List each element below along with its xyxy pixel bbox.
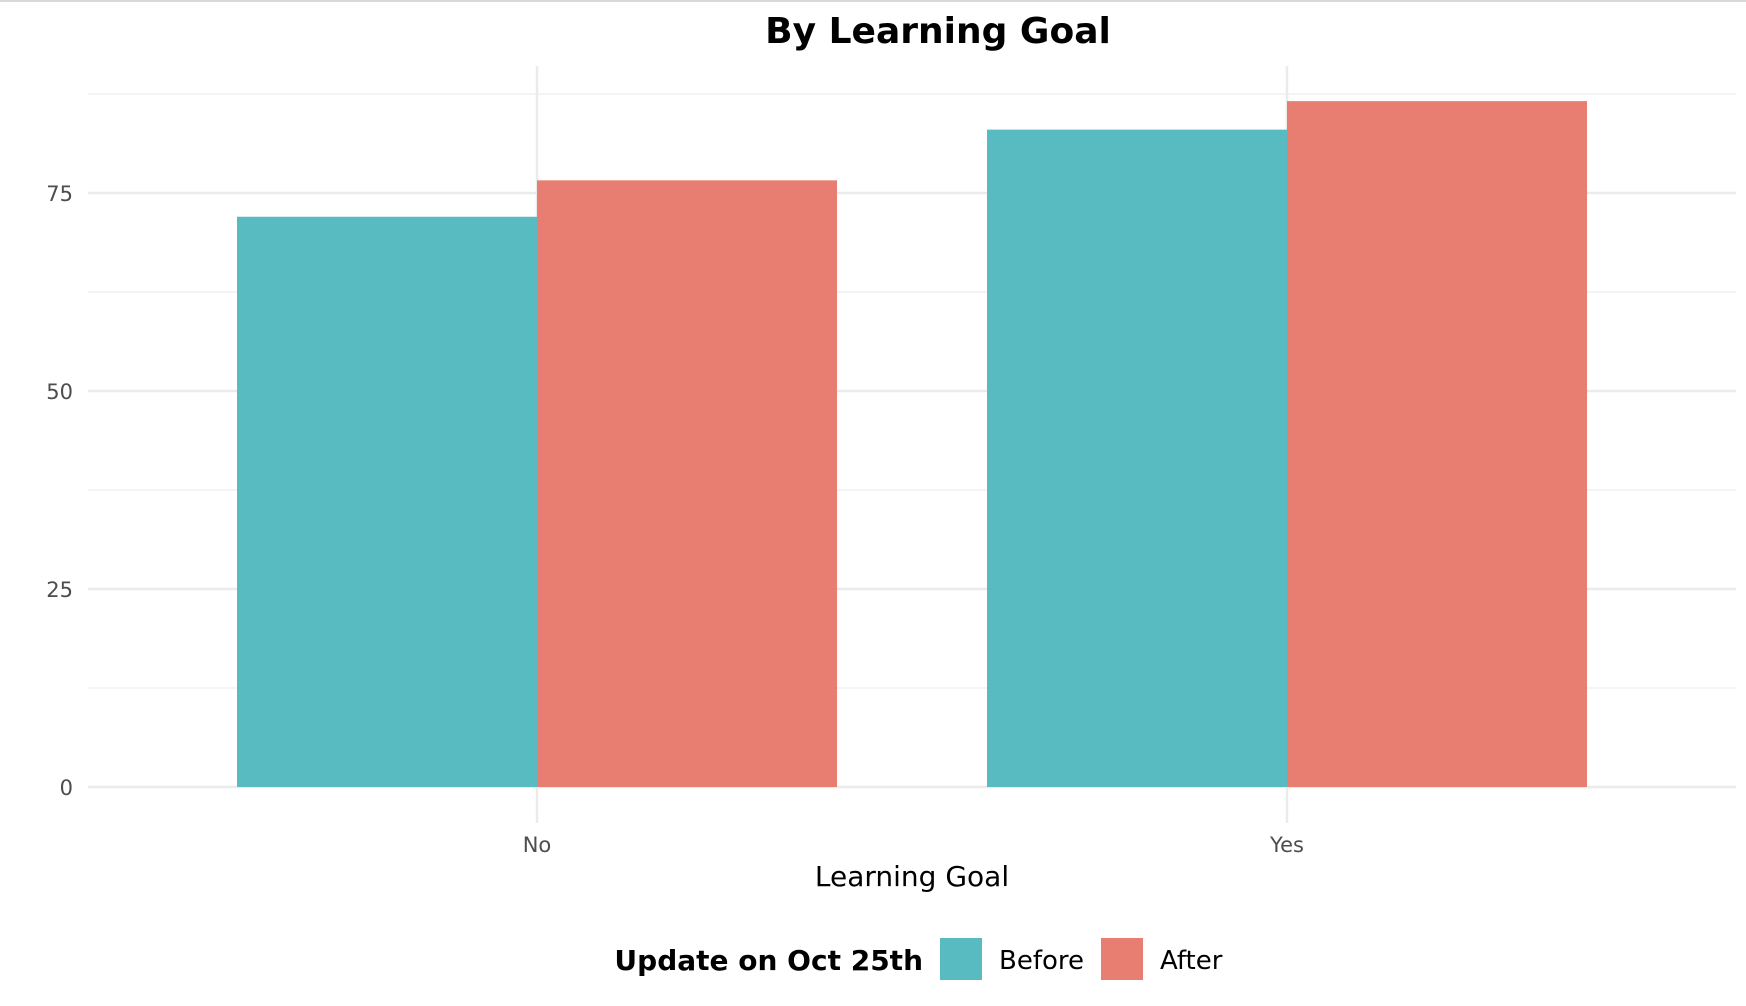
x-tick-label: No [523,833,552,857]
legend-label-before: Before [999,946,1084,976]
x-tick-label: Yes [1269,833,1304,857]
legend-label-after: After [1160,946,1223,976]
legend: Update on Oct 25th Before After [614,938,1223,980]
y-tick-label: 75 [46,182,73,206]
y-tick-label: 0 [60,776,73,800]
legend-title: Update on Oct 25th [614,944,923,977]
legend-swatch-before [940,938,982,980]
bar-before-no [237,216,537,787]
x-axis-title: Learning Goal [815,860,1009,893]
tick-labels: 0 25 50 75 No Yes [46,182,1304,857]
bar-after-yes [1287,101,1587,788]
legend-swatch-after [1101,938,1143,980]
chart-title: By Learning Goal [765,11,1111,52]
y-tick-label: 50 [46,380,73,404]
bars [237,101,1587,788]
bar-before-yes [987,129,1287,787]
y-tick-label: 25 [46,578,73,602]
bar-after-no [537,180,837,787]
